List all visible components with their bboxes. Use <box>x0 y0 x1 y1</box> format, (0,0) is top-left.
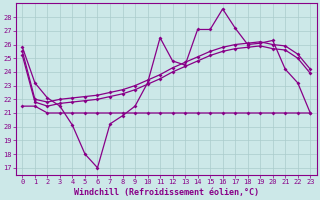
X-axis label: Windchill (Refroidissement éolien,°C): Windchill (Refroidissement éolien,°C) <box>74 188 259 197</box>
